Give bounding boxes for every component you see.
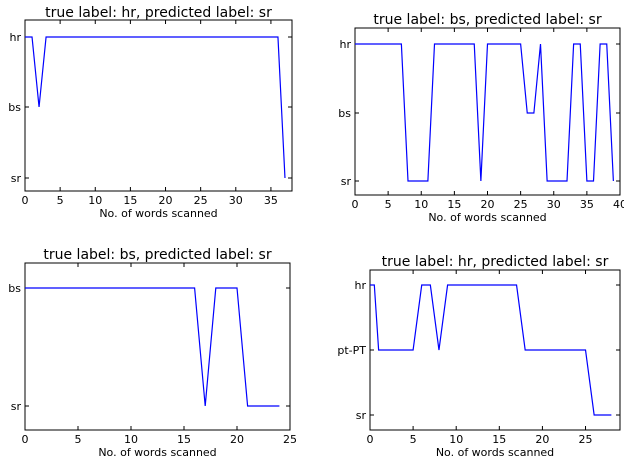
x-tick-label: 40	[613, 198, 624, 211]
x-tick-label: 30	[229, 194, 243, 207]
x-axis-label: No. of words scanned	[428, 211, 546, 224]
chart-panel-3: true label: bs, predicted label: sr 0 5 10 1…	[8, 247, 297, 459]
chart-title: true label: bs, predicted label: sr	[373, 12, 601, 28]
x-tick-label: 25	[194, 194, 208, 207]
x-tick-label: 15	[447, 198, 461, 211]
x-tick-label: 0	[352, 198, 359, 211]
plot-frame	[24, 19, 293, 192]
chart-panel-2: true label: bs, predicted label: sr 0 5 10 1…	[338, 12, 624, 224]
plot-frame	[24, 262, 291, 431]
x-tick-label: 20	[230, 433, 244, 446]
x-axis-label: No. of words scanned	[99, 207, 217, 220]
y-tick-label: bs	[338, 107, 351, 120]
x-tick-label: 25	[514, 198, 528, 211]
x-tick-label: 25	[283, 433, 297, 446]
y-tick-label: pt-PT	[337, 344, 366, 357]
y-tick-label: bs	[8, 101, 21, 114]
y-tick-label: hr	[355, 279, 367, 292]
y-tick-label: sr	[11, 172, 22, 185]
chart-title: true label: hr, predicted label: sr	[45, 5, 272, 21]
series-line	[25, 36, 286, 179]
x-axis-label: No. of words scanned	[98, 446, 216, 459]
x-tick-label: 15	[123, 194, 137, 207]
x-tick-label: 0	[22, 433, 29, 446]
x-tick-label: 20	[159, 194, 173, 207]
x-axis-label: No. of words scanned	[436, 446, 554, 459]
x-tick-label: 35	[580, 198, 594, 211]
x-tick-label: 15	[177, 433, 191, 446]
x-tick-label: 10	[124, 433, 138, 446]
y-tick-label: hr	[340, 38, 352, 51]
y-tick-label: hr	[10, 31, 22, 44]
x-tick-label: 5	[75, 433, 82, 446]
x-tick-label: 10	[414, 198, 428, 211]
chart-panel-1: true label: hr, predicted label: sr 0 5 10 1…	[8, 5, 293, 220]
x-tick-label: 30	[547, 198, 561, 211]
x-tick-label: 20	[481, 198, 495, 211]
x-tick-label: 5	[385, 198, 392, 211]
x-tick-label: 35	[264, 194, 278, 207]
y-tick-label: bs	[8, 282, 21, 295]
chart-title: true label: hr, predicted label: sr	[382, 254, 609, 270]
x-tick-label: 5	[57, 194, 64, 207]
x-tick-label: 10	[449, 433, 463, 446]
series-line	[355, 43, 614, 182]
x-tick-label: 15	[492, 433, 506, 446]
y-tick-label: sr	[341, 175, 352, 188]
y-tick-label: sr	[11, 400, 22, 413]
y-tick-label: sr	[356, 409, 367, 422]
chart-title: true label: bs, predicted label: sr	[43, 247, 271, 263]
series-line	[25, 287, 280, 407]
series-line	[370, 284, 612, 416]
x-tick-label: 10	[88, 194, 102, 207]
x-tick-label: 20	[535, 433, 549, 446]
x-tick-label: 0	[22, 194, 29, 207]
x-tick-label: 5	[410, 433, 417, 446]
x-tick-label: 25	[579, 433, 593, 446]
x-tick-label: 0	[367, 433, 374, 446]
chart-panel-4: true label: hr, predicted label: sr 0 5 10 1…	[337, 254, 621, 459]
